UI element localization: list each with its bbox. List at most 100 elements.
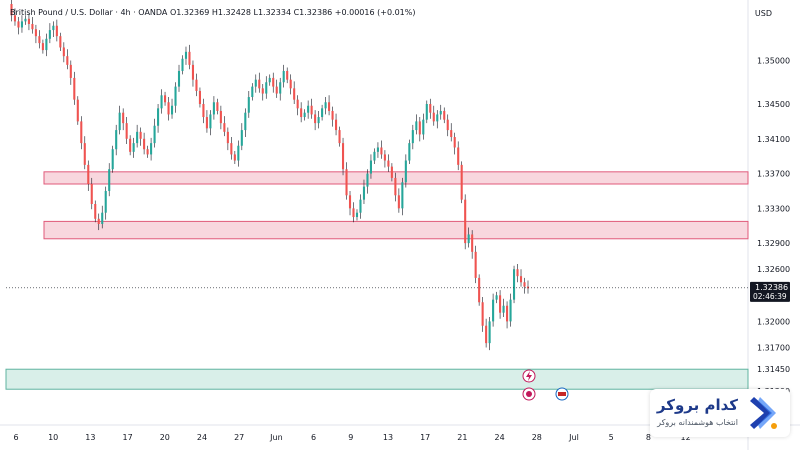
candle-body-16 xyxy=(62,47,65,57)
candle-body-11 xyxy=(45,38,48,51)
candle-body-3 xyxy=(17,21,20,28)
candle-body-88 xyxy=(314,114,317,124)
candle-body-22 xyxy=(83,143,86,165)
candle-body-12 xyxy=(48,30,51,39)
candle-body-136 xyxy=(481,302,484,326)
candle-body-82 xyxy=(293,88,296,100)
candle-body-90 xyxy=(321,108,324,118)
x-tick-label-5: 20 xyxy=(160,433,170,442)
candle-body-18 xyxy=(69,64,72,78)
candle-body-140 xyxy=(495,295,498,300)
candle-body-142 xyxy=(502,305,505,313)
current-price-value: 1.32386 xyxy=(755,283,788,292)
candle-body-2 xyxy=(13,15,17,22)
x-tick-label-16: Jul xyxy=(568,433,579,442)
candle-body-94 xyxy=(335,119,338,131)
interval[interactable]: 4h xyxy=(120,8,131,17)
candle-body-54 xyxy=(195,79,198,91)
candle-body-40 xyxy=(146,149,149,155)
candle-body-129 xyxy=(457,147,460,165)
candle-body-20 xyxy=(76,99,79,122)
candle-body-104 xyxy=(369,160,372,174)
candle-body-109 xyxy=(387,160,390,167)
candle-body-14 xyxy=(55,25,58,37)
candle-body-148 xyxy=(523,282,526,287)
candle-body-126 xyxy=(446,119,449,131)
currency-label[interactable]: USD xyxy=(754,9,772,18)
candle-body-23 xyxy=(87,164,90,184)
candle-body-74 xyxy=(265,82,268,94)
candle-body-134 xyxy=(474,251,477,278)
candle-body-149 xyxy=(526,286,530,289)
candle-body-55 xyxy=(198,90,201,104)
candle-body-32 xyxy=(118,112,121,131)
candle-body-10 xyxy=(41,43,44,51)
y-tick-label-8: 1.32000 xyxy=(757,317,790,326)
candle-body-103 xyxy=(366,173,369,187)
candle-body-39 xyxy=(143,138,146,150)
candle-body-77 xyxy=(275,86,278,94)
candle-body-102 xyxy=(362,186,366,200)
candle-body-62 xyxy=(223,123,226,132)
candle-body-143 xyxy=(506,305,509,322)
candle-body-73 xyxy=(261,88,264,94)
candle-body-81 xyxy=(289,79,292,89)
y-tick-label-2: 1.34500 xyxy=(757,100,790,109)
candle-body-92 xyxy=(328,102,331,111)
candle-body-121 xyxy=(429,104,432,113)
candle-body-33 xyxy=(122,112,125,124)
y-tick-label-5: 1.33300 xyxy=(757,204,790,213)
candle-body-56 xyxy=(202,104,205,118)
candle-body-48 xyxy=(174,86,177,106)
lightning-icon xyxy=(526,371,532,381)
price-countdown: 02:46:39 xyxy=(753,292,787,301)
candle-body-31 xyxy=(115,130,118,150)
candle-body-125 xyxy=(443,110,446,120)
candle-body-67 xyxy=(240,130,243,146)
candle-body-35 xyxy=(129,138,132,152)
candle-body-147 xyxy=(519,276,523,283)
candle-body-144 xyxy=(509,299,512,322)
x-tick-label-9: 6 xyxy=(311,433,316,442)
x-tick-label-8: Jun xyxy=(269,433,283,442)
candle-body-64 xyxy=(230,143,233,155)
candle-body-50 xyxy=(181,58,184,71)
candle-body-112 xyxy=(397,195,400,209)
candle-body-141 xyxy=(499,295,502,313)
candle-body-123 xyxy=(436,114,439,122)
candle-body-29 xyxy=(108,169,111,191)
x-tick-label-6: 24 xyxy=(197,433,207,442)
x-tick-label-10: 9 xyxy=(348,433,353,442)
candle-body-36 xyxy=(132,143,135,152)
candle-body-89 xyxy=(317,117,320,124)
candle-body-120 xyxy=(425,104,428,120)
candle-body-99 xyxy=(352,208,355,218)
x-tick-label-13: 21 xyxy=(457,433,467,442)
candle-body-6 xyxy=(27,18,30,24)
x-tick-label-12: 17 xyxy=(420,433,430,442)
candle-body-4 xyxy=(20,21,24,28)
candle-body-138 xyxy=(488,321,491,344)
candle-body-45 xyxy=(164,95,167,103)
candle-body-111 xyxy=(394,177,397,196)
candle-body-28 xyxy=(104,190,107,213)
candle-body-1 xyxy=(10,4,13,16)
candle-body-130 xyxy=(460,164,463,200)
candle-body-131 xyxy=(464,199,467,244)
x-tick-label-3: 13 xyxy=(85,433,95,442)
x-tick-label-18: 8 xyxy=(646,433,651,442)
candle-body-83 xyxy=(296,99,299,109)
symbol-name: British Pound / U.S. Dollar xyxy=(10,8,113,17)
y-tick-label-1: 1.35000 xyxy=(757,57,790,66)
candle-body-87 xyxy=(310,105,313,115)
candle-body-30 xyxy=(111,149,114,170)
candle-body-66 xyxy=(237,145,240,161)
candle-body-117 xyxy=(415,121,418,131)
zone-3 xyxy=(5,368,749,390)
candle-body-101 xyxy=(359,199,362,213)
candle-body-13 xyxy=(52,25,55,31)
chevron-right-logo-icon xyxy=(750,397,777,429)
candle-body-86 xyxy=(307,105,310,113)
